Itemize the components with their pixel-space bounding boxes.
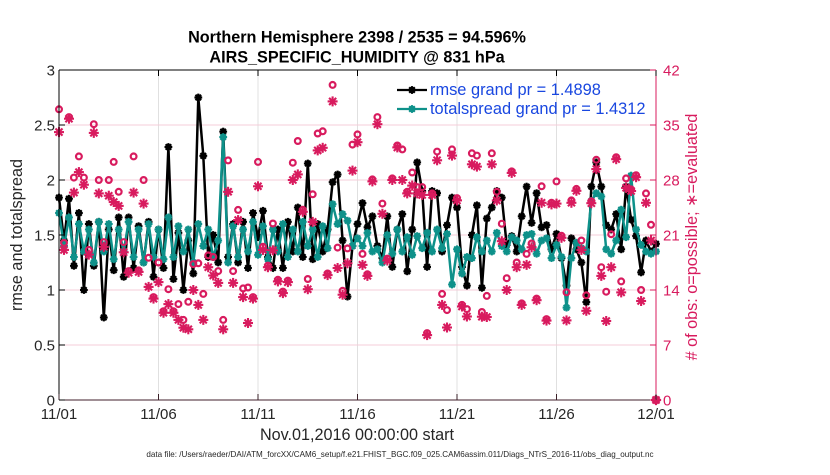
svg-text:11/21: 11/21	[439, 406, 475, 423]
svg-text:12/01: 12/01	[637, 406, 675, 423]
svg-text:42: 42	[663, 63, 680, 80]
svg-text:# of obs: o=possible; ∗=evalua: # of obs: o=possible; ∗=evaluated	[683, 114, 701, 361]
svg-text:11/26: 11/26	[538, 406, 574, 423]
svg-text:AIRS_SPECIFIC_HUMIDITY @ 831 h: AIRS_SPECIFIC_HUMIDITY @ 831 hPa	[209, 49, 505, 67]
svg-text:data file: /Users/raeder/DAI/A: data file: /Users/raeder/DAI/ATM_forcXX/…	[146, 450, 653, 459]
svg-text:35: 35	[663, 118, 680, 135]
svg-text:11/11: 11/11	[240, 406, 275, 423]
svg-text:rmse and totalspread: rmse and totalspread	[8, 159, 26, 311]
svg-text:0: 0	[47, 393, 55, 410]
svg-text:rmse grand pr = 1.4898: rmse grand pr = 1.4898	[430, 81, 601, 99]
svg-text:0: 0	[663, 393, 671, 410]
svg-text:1: 1	[47, 283, 55, 300]
svg-text:Nov.01,2016 00:00:00 start: Nov.01,2016 00:00:00 start	[260, 426, 455, 444]
svg-text:11/01: 11/01	[41, 406, 77, 423]
svg-text:11/16: 11/16	[339, 406, 375, 423]
svg-text:1.5: 1.5	[34, 228, 55, 245]
svg-text:2: 2	[47, 173, 55, 190]
svg-text:7: 7	[663, 338, 671, 355]
svg-text:21: 21	[663, 228, 680, 245]
svg-text:2.5: 2.5	[34, 118, 55, 135]
svg-text:totalspread grand pr = 1.4312: totalspread grand pr = 1.4312	[430, 100, 646, 118]
svg-text:14: 14	[663, 283, 680, 300]
svg-text:Northern Hemisphere 2398 / 253: Northern Hemisphere 2398 / 2535 = 94.596…	[188, 29, 526, 47]
svg-text:3: 3	[47, 63, 55, 80]
svg-text:28: 28	[663, 173, 680, 190]
svg-text:0.5: 0.5	[34, 338, 55, 355]
svg-text:11/06: 11/06	[140, 406, 176, 423]
